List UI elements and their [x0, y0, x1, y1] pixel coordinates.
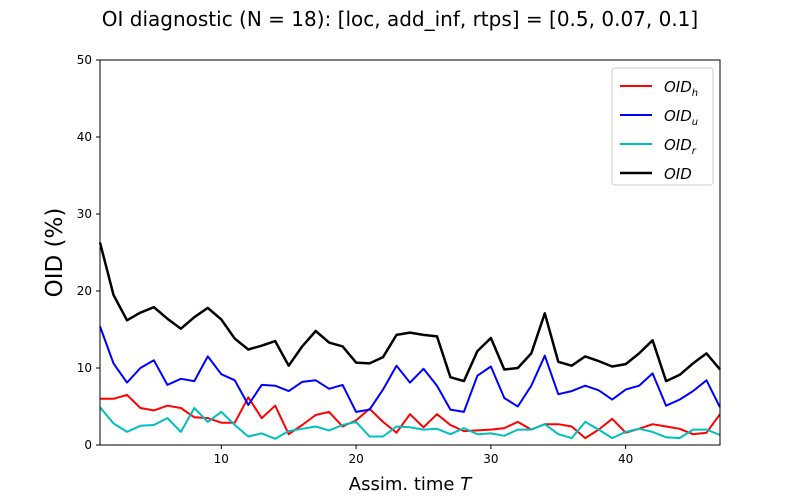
y-tick-label: 30 [77, 207, 92, 221]
legend: OIDh OIDu OIDr OID [611, 67, 714, 186]
legend-box [611, 67, 714, 186]
series-line-oid-r [99, 406, 721, 440]
y-tick-label: 0 [84, 438, 92, 452]
x-tick-label: 40 [618, 452, 633, 466]
x-axis-label-var: T [460, 474, 473, 495]
y-axis-label: OID (%) [42, 208, 68, 298]
y-tick-label: 50 [77, 53, 92, 67]
x-tick-label: 10 [214, 452, 229, 466]
legend-label: OIDu [664, 107, 698, 128]
x-axis-label-main: Assim. time [349, 474, 460, 495]
x-tick-label: 20 [348, 452, 363, 466]
series-layer [98, 242, 721, 440]
legend-label: OID [664, 165, 692, 183]
x-axis-label: Assim. time T [349, 474, 473, 495]
y-tick-label: 10 [77, 361, 92, 375]
y-tick-label: 40 [77, 130, 92, 144]
y-tick-label: 20 [77, 284, 92, 298]
x-tick-label: 30 [483, 452, 498, 466]
chart-title: OI diagnostic (N = 18): [loc, add_inf, r… [102, 7, 698, 31]
axes-frame [99, 59, 721, 446]
legend-label: OIDh [664, 78, 698, 99]
legend-label: OIDr [664, 136, 697, 157]
series-line-oid [98, 242, 721, 383]
series-line-oid-u [99, 326, 721, 413]
ticks-layer: 10 20 30 40 0 10 20 30 40 50 [77, 53, 634, 466]
